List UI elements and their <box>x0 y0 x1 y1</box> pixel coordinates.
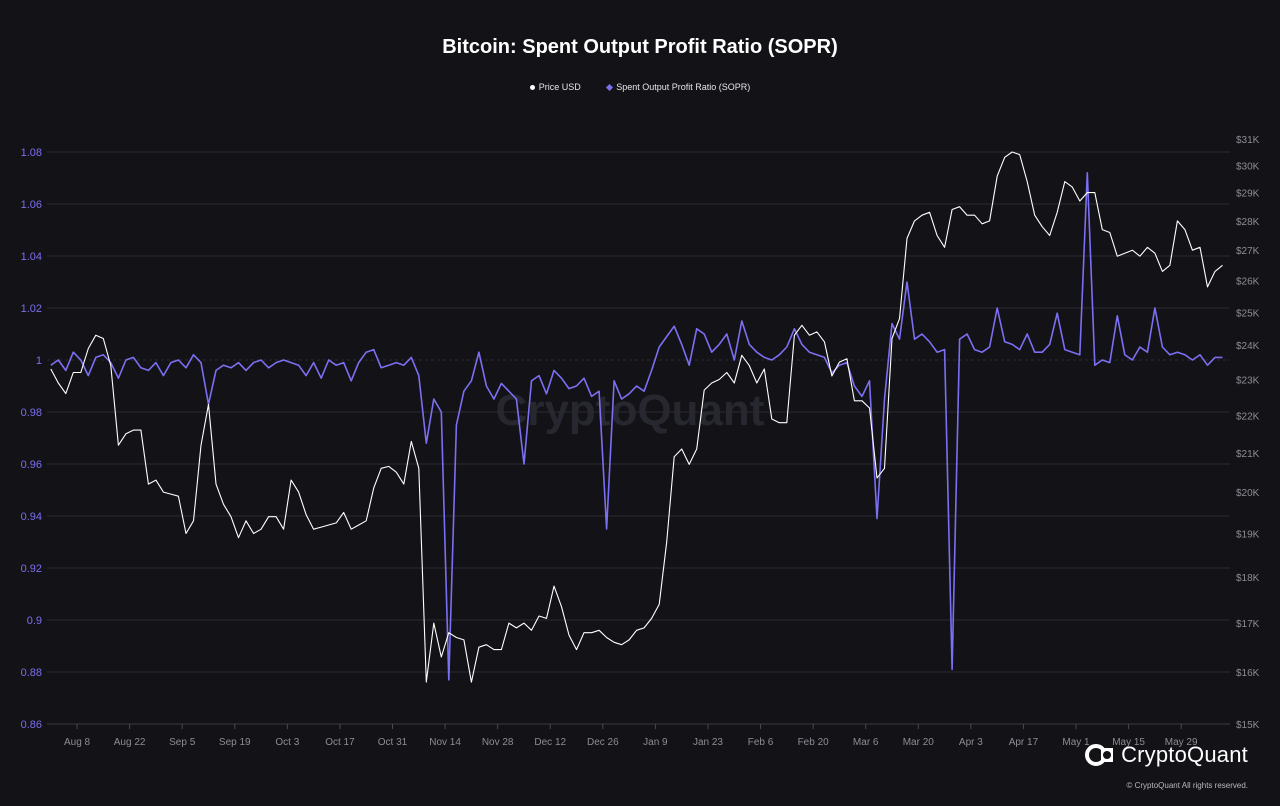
x-tick-label: Dec 26 <box>587 737 619 748</box>
legend-label-price: Price USD <box>538 82 581 92</box>
x-tick-label: Apr 17 <box>1009 737 1039 748</box>
x-tick-label: Mar 6 <box>853 737 879 748</box>
y-right-tick-label: $20K <box>1236 488 1260 499</box>
series-line-price <box>50 151 1223 683</box>
y-right-tick-label: $21K <box>1236 449 1260 460</box>
x-tick-label: Oct 17 <box>325 737 355 748</box>
series-layer <box>50 151 1223 683</box>
cryptoquant-logo-icon <box>1085 744 1114 766</box>
x-tick-label: Jan 9 <box>643 737 668 748</box>
x-tick-label: Nov 28 <box>482 737 514 748</box>
y-right-tick-label: $23K <box>1236 375 1260 386</box>
y-right-tick-label: $22K <box>1236 411 1260 422</box>
copyright-text: © CryptoQuant All rights reserved. <box>1126 781 1249 790</box>
y-axis-left: 0.86 0.88 0.9 0.92 0.94 0.96 0.98 1 1.02 1.04 1.06… <box>21 147 42 731</box>
x-tick-label: Aug 22 <box>114 737 146 748</box>
y-left-tick-label: 0.98 <box>21 407 42 419</box>
x-tick-label: May 15 <box>1112 737 1145 748</box>
x-tick-label: Apr 3 <box>959 737 983 748</box>
brand-name: CryptoQuant <box>1121 742 1248 767</box>
x-tick-label: May 1 <box>1062 737 1090 748</box>
y-right-tick-label: $30K <box>1236 161 1260 172</box>
x-tick-label: Sep 19 <box>219 737 251 748</box>
y-right-tick-label: $17K <box>1236 619 1260 630</box>
legend-item-price[interactable]: Price USD <box>529 82 581 92</box>
y-left-tick-label: 0.92 <box>21 563 42 575</box>
series-line-sopr <box>50 172 1223 681</box>
y-left-tick-label: 0.86 <box>21 719 42 731</box>
x-tick-label: Mar 20 <box>903 737 935 748</box>
y-left-tick-label: 0.96 <box>21 459 42 471</box>
y-right-tick-label: $25K <box>1236 308 1260 319</box>
x-tick-label: Dec 12 <box>534 737 566 748</box>
chart-title: Bitcoin: Spent Output Profit Ratio (SOPR… <box>442 36 838 58</box>
x-tick-label: Aug 8 <box>64 737 91 748</box>
y-left-tick-label: 1.04 <box>21 251 42 263</box>
y-right-tick-label: $27K <box>1236 246 1260 257</box>
y-right-tick-label: $19K <box>1236 529 1260 540</box>
y-left-tick-label: 1 <box>36 355 42 367</box>
x-tick-label: Feb 6 <box>748 737 774 748</box>
y-left-tick-label: 1.08 <box>21 147 42 159</box>
legend-item-sopr[interactable]: Spent Output Profit Ratio (SOPR) <box>606 82 751 92</box>
y-right-tick-label: $16K <box>1236 668 1260 679</box>
y-left-tick-label: 0.94 <box>21 511 42 523</box>
y-left-tick-label: 0.88 <box>21 667 42 679</box>
y-left-tick-label: 1.02 <box>21 303 42 315</box>
x-tick-label: Nov 14 <box>429 737 461 748</box>
legend-marker-price <box>529 85 535 91</box>
legend: Price USD Spent Output Profit Ratio (SOP… <box>0 82 1280 92</box>
y-right-tick-label: $26K <box>1236 277 1260 288</box>
y-right-tick-label: $15K <box>1236 720 1260 731</box>
x-tick-label: Sep 5 <box>169 737 196 748</box>
y-right-tick-label: $24K <box>1236 341 1260 352</box>
y-right-tick-label: $28K <box>1236 217 1260 228</box>
y-right-tick-label: $18K <box>1236 573 1260 584</box>
y-right-tick-label: $29K <box>1236 189 1260 200</box>
y-left-tick-label: 1.06 <box>21 199 42 211</box>
x-tick-label: Feb 20 <box>798 737 830 748</box>
legend-label-sopr: Spent Output Profit Ratio (SOPR) <box>616 82 751 92</box>
brand-logo: CryptoQuant <box>1085 742 1248 768</box>
grid-layer <box>47 151 1230 725</box>
x-tick-label: May 29 <box>1165 737 1198 748</box>
x-tick-label: Jan 23 <box>693 737 723 748</box>
x-axis: Aug 8 Aug 22 Sep 5 Sep 19 Oct 3 Oct 17 Oct 31 N… <box>47 723 1230 748</box>
y-right-tick-label: $31K <box>1236 135 1260 146</box>
x-tick-label: Oct 3 <box>275 737 299 748</box>
watermark: CryptoQuant <box>496 386 765 435</box>
y-axis-right: $15K $16K $17K $18K $19K $20K $21K $22K $23K $24K… <box>1236 135 1260 731</box>
y-left-tick-label: 0.9 <box>27 615 42 627</box>
x-tick-label: Oct 31 <box>378 737 408 748</box>
